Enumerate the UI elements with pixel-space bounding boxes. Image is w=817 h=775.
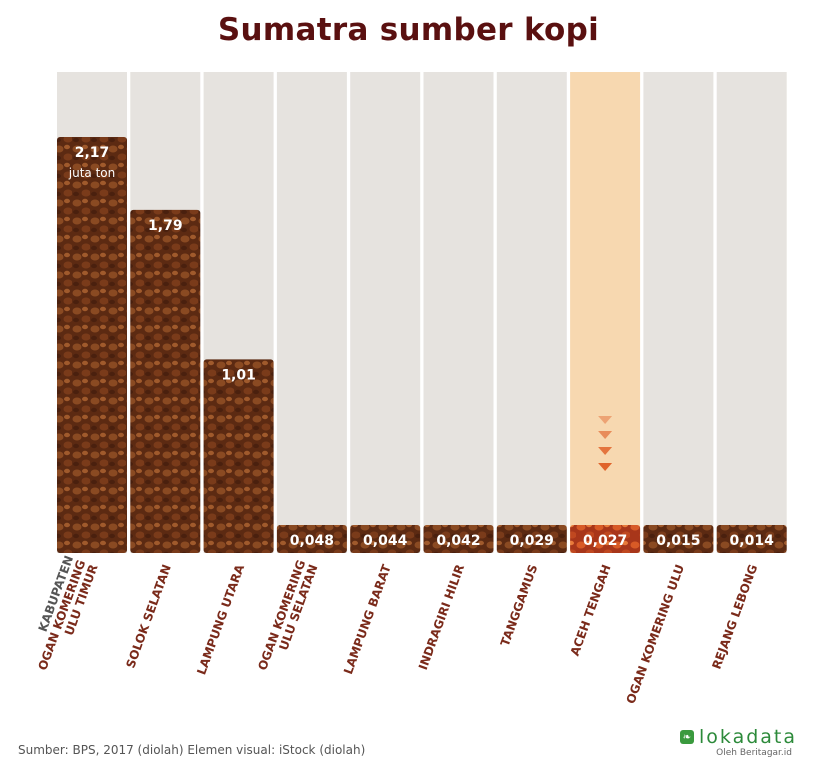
chart-title: Sumatra sumber kopi — [217, 12, 600, 48]
bar — [203, 359, 274, 553]
value-label: 0,044 — [363, 533, 408, 549]
down-arrow-icon — [598, 463, 613, 471]
column-background — [570, 72, 641, 553]
value-label: 1,01 — [221, 367, 256, 383]
category-label: REJANG LEBONG — [709, 563, 760, 671]
bar — [57, 137, 127, 553]
value-label: 0,048 — [290, 533, 334, 549]
column-background — [350, 72, 421, 553]
bar — [570, 525, 641, 553]
down-arrow-icon — [598, 416, 613, 424]
value-label: 0,027 — [583, 533, 627, 549]
value-label: 0,042 — [436, 533, 480, 549]
category-label-line: TANGGAMUS — [498, 563, 541, 649]
category-label: ACEH TENGAH — [568, 563, 614, 658]
category-label: TANGGAMUS — [498, 563, 541, 649]
column-background — [423, 72, 494, 553]
value-label: 0,015 — [656, 533, 700, 549]
column-background — [716, 72, 787, 553]
category-label: LAMPUNG BARAT — [341, 562, 394, 676]
bar — [130, 209, 201, 553]
category-label-line: INDRAGIRI HILIR — [416, 563, 467, 672]
category-label: SOLOK SELATAN — [123, 563, 173, 670]
bar — [496, 525, 567, 553]
down-arrow-icon — [598, 447, 613, 455]
unit-label: juta ton — [68, 166, 115, 180]
bar — [423, 525, 494, 553]
category-label: INDRAGIRI HILIR — [416, 563, 467, 672]
brand-name: lokadata — [699, 726, 798, 748]
value-label: 2,17 — [75, 145, 110, 161]
category-label-line: LAMPUNG BARAT — [341, 562, 394, 676]
brand: ❧ lokadata Oleh Beritagar.id — [680, 726, 800, 758]
source-note: Sumber: BPS, 2017 (diolah) Elemen visual… — [18, 743, 366, 757]
value-label: 0,014 — [730, 533, 775, 549]
bar — [716, 525, 787, 553]
leaf-logo-icon: ❧ — [680, 730, 694, 744]
category-label-line: ACEH TENGAH — [568, 563, 614, 658]
bar — [643, 525, 714, 553]
down-arrow-icon — [598, 431, 613, 439]
category-label: OGAN KOMERING ULU — [623, 563, 686, 706]
brand-subtitle: Oleh Beritagar.id — [716, 748, 792, 758]
value-label: 0,029 — [510, 533, 554, 549]
bar — [350, 525, 421, 553]
brand-logo: ❧ lokadata — [680, 726, 800, 748]
category-label-line: REJANG LEBONG — [709, 563, 760, 671]
column-background — [276, 72, 347, 553]
column-background — [643, 72, 714, 553]
value-label: 1,79 — [148, 218, 183, 234]
bar-chart: 2,17 juta ton 1,79 1,01 0,048 0,044 0,042 0,029… — [35, 72, 787, 706]
category-label-line: LAMPUNG UTARA — [194, 562, 247, 677]
bar — [276, 525, 347, 553]
column-background — [496, 72, 567, 553]
category-label-line: OGAN KOMERING ULU — [623, 563, 686, 706]
category-label-line: SOLOK SELATAN — [123, 563, 173, 670]
category-label: LAMPUNG UTARA — [194, 562, 247, 677]
